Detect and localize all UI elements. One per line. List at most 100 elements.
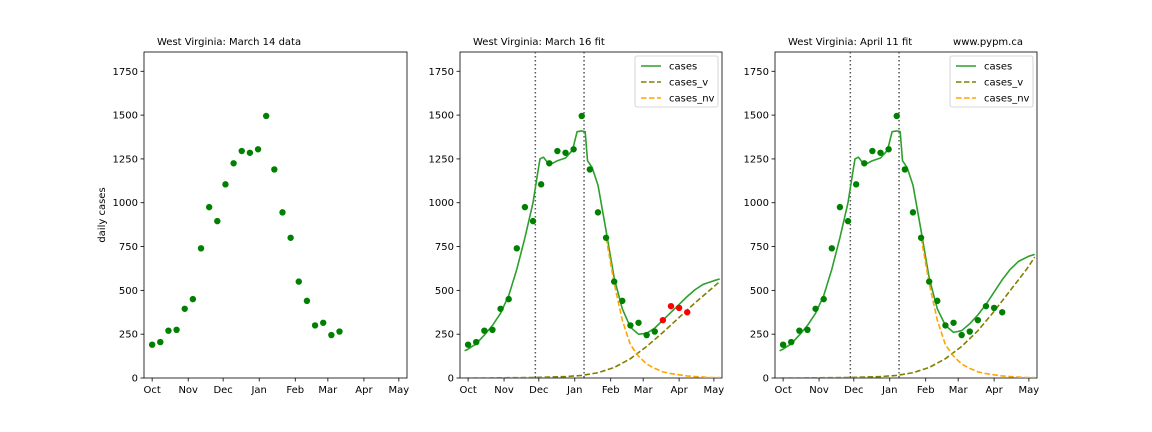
data-point <box>828 245 836 252</box>
data-point <box>893 112 900 120</box>
data-point <box>303 297 311 305</box>
data-point-recent <box>659 316 667 324</box>
x-tick-label: Nov <box>494 385 514 396</box>
data-point <box>562 149 569 156</box>
data-point <box>619 297 626 305</box>
x-tick-label: Nov <box>809 385 829 396</box>
y-tick-label: 1000 <box>429 198 454 209</box>
y-tick-label: 1500 <box>429 111 454 122</box>
legend-label: cases_v <box>984 78 1023 89</box>
data-point <box>148 341 156 348</box>
x-tick-label: Feb <box>602 385 620 396</box>
x-tick-label: Apr <box>985 385 1003 396</box>
data-point <box>295 278 302 285</box>
y-tick-label: 1000 <box>744 198 769 209</box>
data-point <box>877 149 884 156</box>
data-point <box>958 331 965 339</box>
y-tick-label: 250 <box>435 330 454 341</box>
data-point <box>966 328 973 335</box>
data-point <box>651 328 658 335</box>
x-tick-label: Feb <box>286 385 304 396</box>
x-tick-label: Apr <box>355 385 373 396</box>
data-point <box>779 341 787 348</box>
legend: cases cases_v cases_nv <box>949 55 1034 108</box>
chart-title: West Virginia: March 14 data <box>157 37 301 48</box>
data-point <box>320 319 327 326</box>
y-tick-label: 1500 <box>744 111 769 122</box>
data-point <box>627 322 634 329</box>
y-tick-label: 500 <box>750 286 769 297</box>
x-tick-label: Feb <box>917 385 935 396</box>
data-point <box>513 245 521 252</box>
y-tick-label: 1250 <box>429 154 454 165</box>
x-tick-label: Oct <box>459 385 476 396</box>
data-point <box>489 326 496 334</box>
x-tick-label: Dec <box>844 385 863 396</box>
data-point <box>205 203 213 211</box>
series-line-cases-v <box>779 256 1036 378</box>
data-point-recent <box>684 309 691 316</box>
data-point <box>222 181 229 188</box>
data-point <box>238 147 245 155</box>
data-point <box>820 295 827 303</box>
x-tick-label: Dec <box>213 385 232 396</box>
data-point <box>861 160 868 167</box>
y-tick-label: 0 <box>132 374 138 385</box>
data-point <box>950 319 957 326</box>
plot-area <box>779 52 1036 378</box>
data-point <box>505 295 512 303</box>
data-point <box>189 295 197 303</box>
legend-label: cases_v <box>669 78 708 89</box>
data-point <box>869 147 876 155</box>
data-point <box>279 209 286 216</box>
x-tick-label: May <box>704 385 725 396</box>
data-point <box>497 305 504 312</box>
data-point <box>796 327 803 334</box>
data-point <box>885 146 892 153</box>
legend-label: cases_nv <box>984 94 1030 105</box>
y-tick-label: 1750 <box>113 67 138 78</box>
axes-frame <box>459 51 723 379</box>
data-point <box>836 203 844 211</box>
data-point <box>521 203 529 211</box>
x-tick-label: May <box>1019 385 1040 396</box>
data-point <box>311 322 319 329</box>
data-point <box>788 338 795 346</box>
series-line-cases <box>464 130 720 352</box>
data-point <box>909 209 917 216</box>
data-point <box>586 166 594 173</box>
data-point <box>844 217 852 225</box>
chart-panel-3: West Virginia: April 11 fit 0 250 500 750 100… <box>744 37 1040 396</box>
x-tick-label: Oct <box>774 385 791 396</box>
data-point <box>804 326 811 334</box>
data-point <box>934 297 941 305</box>
legend-label: cases <box>669 62 697 73</box>
data-point <box>990 304 998 312</box>
plot-area <box>464 52 721 378</box>
y-tick-label: 750 <box>750 242 769 253</box>
data-point <box>271 166 278 173</box>
data-point <box>173 326 180 334</box>
legend-box <box>634 55 719 108</box>
y-tick-label: 1500 <box>113 111 138 122</box>
data-point <box>554 147 561 155</box>
data-point <box>464 341 472 348</box>
x-tick-label: Oct <box>143 385 160 396</box>
watermark-text: www.pypm.ca <box>953 37 1023 48</box>
y-tick-label: 1750 <box>744 67 769 78</box>
data-point <box>643 331 650 339</box>
y-tick-label: 0 <box>448 374 454 385</box>
data-point <box>254 146 262 153</box>
chart-panel-1: West Virginia: March 14 data 0 250 500 750 10… <box>97 37 409 396</box>
x-tick-label: Jan <box>566 385 582 396</box>
axes-frame <box>143 51 408 379</box>
data-point <box>181 305 188 312</box>
y-tick-label: 500 <box>119 286 138 297</box>
chart-panel-2: West Virginia: March 16 fit 0 250 500 750 100… <box>429 37 725 396</box>
legend-box <box>949 55 1034 108</box>
y-tick-label: 500 <box>435 286 454 297</box>
legend-label: cases_nv <box>669 94 715 105</box>
axes-frame <box>774 51 1038 379</box>
data-point <box>974 316 982 324</box>
